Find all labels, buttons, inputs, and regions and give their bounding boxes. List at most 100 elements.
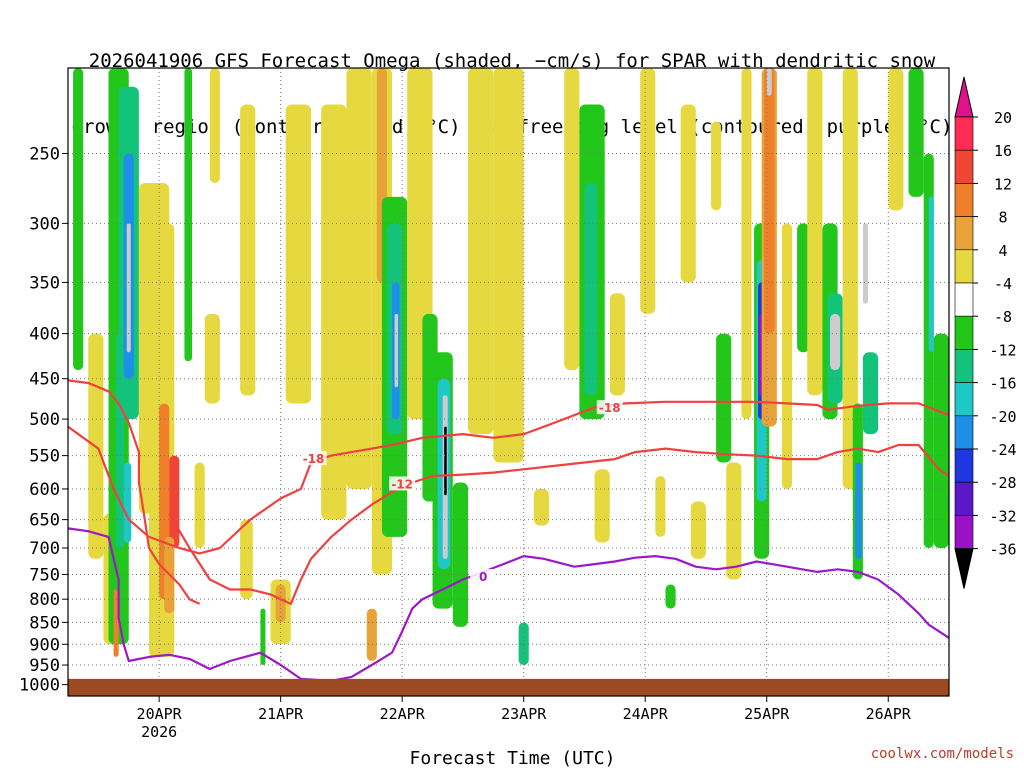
contour-label-bg	[470, 568, 497, 583]
omega-region	[123, 462, 132, 543]
contour-line	[67, 379, 201, 605]
colorbar-level-label: -8	[994, 308, 1012, 326]
omega-shading	[73, 68, 949, 666]
y-tick-label: 250	[29, 144, 60, 164]
omega-region	[711, 121, 722, 211]
omega-region	[518, 622, 529, 666]
contour-line	[67, 527, 950, 682]
omega-region	[184, 68, 193, 362]
omega-region	[741, 68, 752, 420]
omega-region	[204, 313, 220, 404]
contour-label: -18	[599, 401, 621, 415]
omega-region	[564, 68, 580, 371]
omega-region	[655, 475, 666, 537]
omega-region	[275, 584, 286, 623]
colorbar-swatch	[954, 183, 974, 217]
omega-region	[716, 333, 732, 463]
y-tick-label: 800	[29, 590, 60, 610]
omega-region	[640, 68, 656, 314]
omega-region	[285, 104, 312, 404]
colorbar-swatch	[954, 349, 974, 383]
omega-region	[493, 68, 524, 463]
colorbar-level-label: -24	[989, 441, 1016, 459]
x-tick-label: 21APR	[258, 705, 304, 723]
x-tick-label: 24APR	[623, 705, 669, 723]
contour-label: -18	[303, 452, 325, 466]
x-tick-sublabel: 2026	[141, 723, 177, 741]
omega-region	[584, 182, 598, 396]
omega-region	[209, 68, 220, 183]
colorbar-level-label: 16	[994, 142, 1012, 160]
omega-region	[888, 68, 904, 211]
omega-region	[862, 352, 879, 435]
omega-region	[444, 426, 447, 496]
colorbar: 20 16 12 8 4 -4 -8 -12 -16 -20 -24 -28 -32 -36	[954, 76, 1017, 589]
colorbar-swatch	[954, 515, 974, 549]
y-tick-label: 750	[29, 565, 60, 585]
colorbar-level-label: 4	[998, 242, 1007, 260]
omega-region	[766, 68, 772, 96]
colorbar-level-label: -32	[989, 507, 1016, 525]
omega-region	[194, 462, 205, 549]
colorbar-level-label: -4	[994, 275, 1012, 293]
omega-region	[842, 68, 858, 489]
y-tick-label: 700	[29, 539, 60, 559]
omega-region	[609, 293, 625, 396]
y-tick-label: 550	[29, 447, 60, 467]
y-tick-label: 400	[29, 325, 60, 345]
colorbar-swatch	[954, 415, 974, 450]
omega-region	[862, 223, 868, 304]
omega-region	[394, 313, 399, 388]
colorbar-level-label: -20	[989, 408, 1016, 426]
axes: 2503003504004505005506006507007508008509…	[19, 144, 912, 741]
omega-region	[933, 333, 949, 549]
omega-region	[321, 104, 347, 520]
x-tick-label: 25APR	[744, 705, 790, 723]
colorbar-level-label: -12	[989, 341, 1016, 359]
omega-region	[467, 68, 494, 435]
contour-label-bg	[596, 400, 623, 415]
omega-region	[452, 482, 468, 627]
y-tick-label: 650	[29, 511, 60, 531]
omega-region	[240, 519, 253, 600]
colorbar-swatch	[954, 481, 974, 516]
contour-line	[168, 443, 950, 605]
omega-region	[690, 501, 706, 559]
x-tick-label: 20APR	[137, 705, 183, 723]
omega-region	[594, 469, 610, 543]
colorbar-top-arrow	[954, 76, 974, 118]
omega-region	[126, 223, 131, 353]
colorbar-swatch	[954, 249, 974, 284]
omega-region	[346, 68, 372, 489]
omega-region	[797, 223, 810, 353]
colorbar-level-label: 8	[998, 209, 1007, 227]
watermark: coolwx.com/models	[870, 746, 1014, 762]
colorbar-level-label: 20	[994, 109, 1012, 127]
colorbar-swatch	[954, 315, 974, 350]
omega-region	[240, 104, 256, 396]
omega-region	[928, 196, 934, 353]
x-tick-label: 22APR	[380, 705, 426, 723]
y-tick-label: 900	[29, 635, 60, 655]
omega-region	[807, 68, 823, 396]
contour-label-bg	[300, 451, 327, 466]
colorbar-swatch	[954, 448, 974, 483]
y-tick-label: 350	[29, 273, 60, 293]
colorbar-bottom-arrow	[954, 548, 974, 589]
omega-region	[781, 223, 793, 489]
title-line-1: 2026041906 GFS Forecast Omega (shaded, −…	[88, 50, 936, 72]
y-tick-label: 450	[29, 370, 60, 390]
contour-label-bg	[389, 476, 416, 491]
omega-region	[764, 68, 775, 334]
contour-lines: -18 -18 -12 0	[67, 379, 950, 682]
y-tick-label: 850	[29, 613, 60, 633]
y-tick-label: 600	[29, 480, 60, 500]
colorbar-swatch	[954, 216, 974, 251]
omega-region	[169, 455, 180, 549]
colorbar-swatch	[954, 382, 974, 417]
colorbar-level-label: -16	[989, 375, 1016, 393]
omega-region	[73, 68, 84, 371]
colorbar-swatch	[954, 282, 974, 317]
omega-region	[665, 584, 676, 609]
